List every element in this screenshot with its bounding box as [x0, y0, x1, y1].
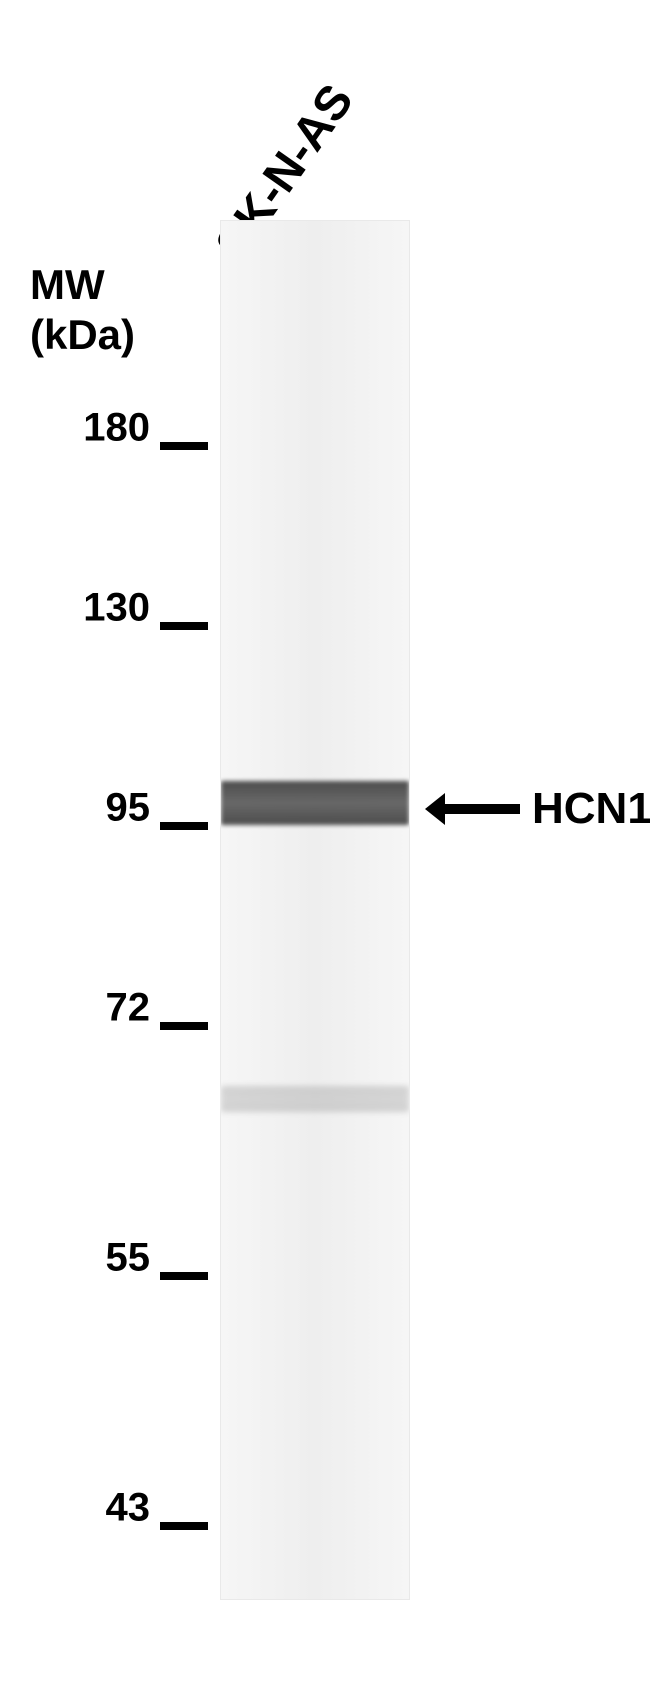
mw-tick-label: 180: [60, 405, 150, 450]
mw-axis-title-line1: MW: [30, 260, 135, 310]
mw-tick-label: 55: [60, 1235, 150, 1280]
mw-axis-title: MW (kDa): [30, 260, 135, 361]
mw-tick-label: 72: [60, 985, 150, 1030]
mw-tick-dash: [160, 822, 208, 830]
hcn1-main-band: [221, 781, 409, 825]
band-annotation-hcn1: HCN1: [425, 784, 650, 834]
faint-band-1: [221, 1086, 409, 1112]
mw-axis-title-line2: (kDa): [30, 310, 135, 360]
band-label-hcn1: HCN1: [532, 784, 650, 834]
mw-tick-dash: [160, 1272, 208, 1280]
mw-tick-dash: [160, 1022, 208, 1030]
western-blot-figure: MW (kDa) SK-N-AS 18013095725543 HCN1: [0, 0, 650, 1693]
blot-lane: [220, 220, 410, 1600]
mw-tick-dash: [160, 1522, 208, 1530]
mw-tick-dash: [160, 442, 208, 450]
mw-tick-dash: [160, 622, 208, 630]
mw-tick-label: 95: [60, 785, 150, 830]
mw-tick-label: 130: [60, 585, 150, 630]
mw-tick-label: 43: [60, 1485, 150, 1530]
arrow-left-icon: [425, 793, 520, 825]
